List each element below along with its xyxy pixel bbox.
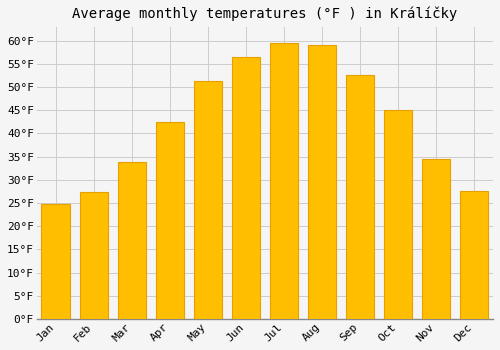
- Bar: [346, 75, 374, 319]
- Bar: [270, 43, 298, 319]
- Title: Average monthly temperatures (°F ) in Králíčky: Average monthly temperatures (°F ) in Kr…: [72, 7, 458, 21]
- Bar: [232, 57, 260, 319]
- Bar: [118, 162, 146, 319]
- Bar: [156, 122, 184, 319]
- Bar: [422, 159, 450, 319]
- Bar: [194, 81, 222, 319]
- Bar: [384, 110, 412, 319]
- Bar: [308, 45, 336, 319]
- Bar: [460, 191, 488, 319]
- Bar: [42, 204, 70, 319]
- Bar: [80, 192, 108, 319]
